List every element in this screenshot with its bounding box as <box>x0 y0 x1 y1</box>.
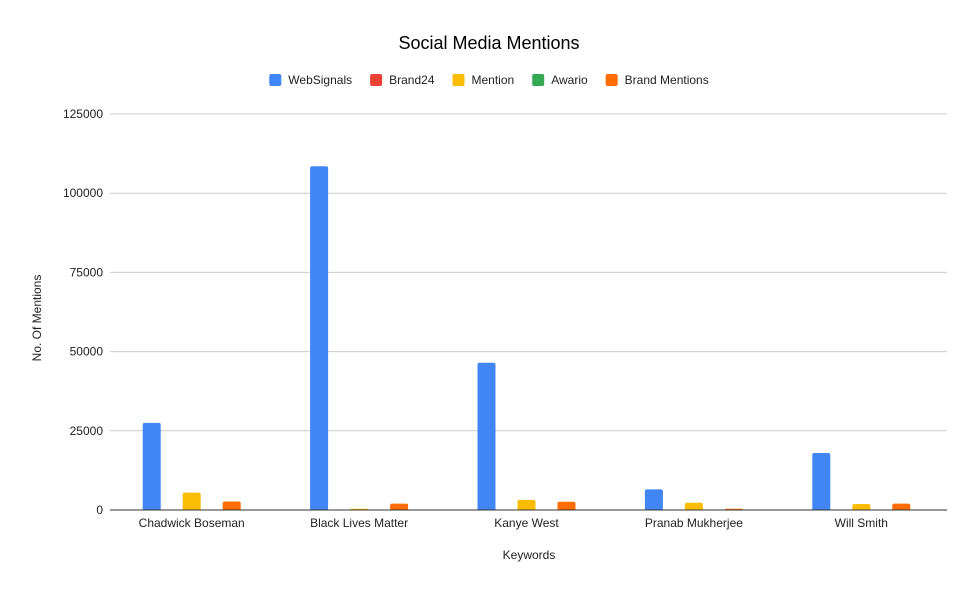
bar <box>310 166 329 510</box>
legend-label: Mention <box>471 73 514 87</box>
y-tick-label: 0 <box>96 503 103 517</box>
gridlines <box>110 113 947 432</box>
bar <box>557 501 576 510</box>
legend-label: Awario <box>551 73 588 87</box>
legend-label: WebSignals <box>288 73 352 87</box>
bar <box>892 503 911 510</box>
legend-item: Mention <box>452 73 514 87</box>
legend-item: Brand24 <box>370 73 435 87</box>
legend-swatch <box>452 74 465 86</box>
legend-item: Brand Mentions <box>605 73 709 87</box>
bar <box>390 503 409 510</box>
bar <box>477 362 496 510</box>
y-tick-label: 125000 <box>63 107 103 121</box>
legend-label: Brand24 <box>389 73 435 87</box>
bar <box>852 503 871 510</box>
legend-swatch <box>269 74 282 86</box>
y-axis-ticks: 0 25000 50000 75000 100000 125000 <box>63 107 103 517</box>
bar <box>684 502 703 510</box>
x-axis-ticks: Chadwick Boseman Black Lives Matter Kanye … <box>139 516 888 530</box>
y-tick-label: 25000 <box>70 424 104 438</box>
bar <box>222 501 241 510</box>
y-tick-label: 50000 <box>70 345 104 359</box>
legend-swatch <box>370 74 383 86</box>
bar <box>142 422 161 510</box>
bar <box>644 489 663 510</box>
bar <box>182 492 201 510</box>
y-tick-label: 100000 <box>63 186 103 200</box>
legend: WebSignals Brand24 Mention Awario Brand Ment… <box>269 73 709 87</box>
x-tick-label: Pranab Mukherjee <box>645 516 743 530</box>
bars <box>142 166 911 510</box>
x-tick-label: Black Lives Matter <box>310 516 408 530</box>
x-axis-title: Keywords <box>503 548 556 562</box>
x-tick-label: Will Smith <box>835 516 888 530</box>
legend-item: WebSignals <box>269 73 352 87</box>
bar <box>517 499 536 510</box>
legend-label: Brand Mentions <box>625 73 709 87</box>
legend-swatch <box>532 74 545 86</box>
legend-item: Awario <box>532 73 588 87</box>
legend-swatch <box>605 74 618 86</box>
y-tick-label: 75000 <box>70 265 104 279</box>
y-axis-title: No. Of Mentions <box>30 275 44 362</box>
x-tick-label: Kanye West <box>494 516 559 530</box>
chart-title: Social Media Mentions <box>398 33 579 53</box>
x-tick-label: Chadwick Boseman <box>139 516 245 530</box>
bar <box>812 452 831 510</box>
